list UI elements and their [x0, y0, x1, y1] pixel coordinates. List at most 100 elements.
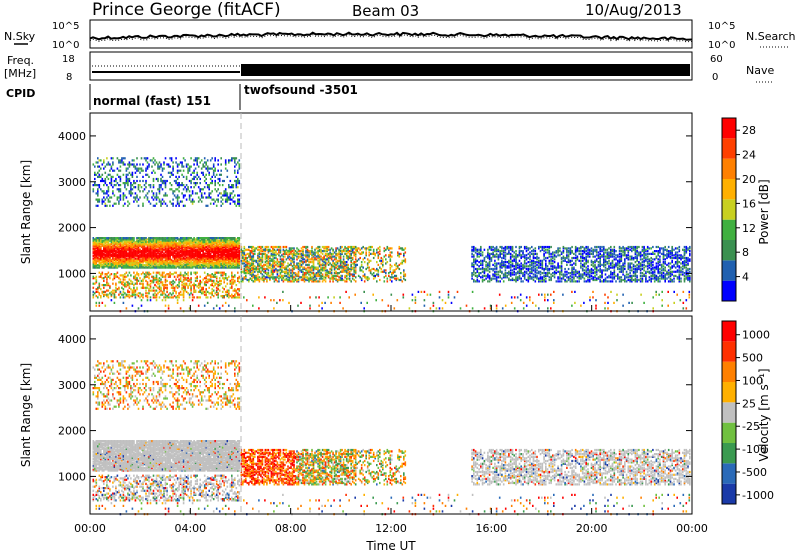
heatmap-cell — [148, 284, 150, 287]
heatmap-cell — [124, 292, 126, 295]
heatmap-cell — [385, 258, 387, 261]
heatmap-cell — [217, 261, 219, 264]
heatmap-cell — [142, 261, 144, 264]
heatmap-cell — [302, 245, 304, 249]
heatmap-cell — [323, 247, 325, 250]
heatmap-cell — [116, 157, 119, 160]
heatmap-cell — [119, 249, 122, 253]
heatmap-cell — [394, 274, 396, 277]
heatmap-cell — [199, 285, 201, 288]
heatmap-cell — [203, 266, 206, 269]
heatmap-cell — [209, 243, 212, 246]
heatmap-cell — [332, 276, 334, 279]
heatmap-cell — [163, 161, 165, 164]
heatmap-cell — [133, 196, 135, 199]
heatmap-cell — [234, 295, 236, 298]
heatmap-cell — [329, 248, 331, 251]
heatmap-cell — [128, 290, 131, 293]
heatmap-cell — [152, 184, 155, 187]
heatmap-cell — [252, 256, 255, 260]
heatmap-cell — [293, 248, 295, 251]
heatmap-cell — [242, 250, 244, 253]
heatmap-cell — [175, 258, 177, 261]
heatmap-cell — [251, 266, 253, 269]
heatmap-cell — [122, 198, 125, 201]
heatmap-cell — [116, 258, 119, 261]
heatmap-cell — [369, 252, 372, 255]
heatmap-cell — [134, 196, 137, 199]
heatmap-cell — [112, 186, 114, 189]
heatmap-cell — [152, 251, 155, 254]
heatmap-cell — [130, 194, 132, 197]
heatmap-cell — [115, 273, 117, 276]
heatmap-cell — [203, 261, 206, 264]
heatmap-cell — [166, 243, 168, 246]
heatmap-cell — [133, 262, 135, 265]
heatmap-cell — [218, 243, 221, 246]
heatmap-cell — [172, 167, 174, 170]
heatmap-cell — [246, 278, 249, 282]
heatmap-cell — [324, 277, 327, 280]
heatmap-cell — [485, 267, 487, 271]
heatmap-cell — [187, 257, 189, 260]
heatmap-cell — [164, 238, 167, 241]
heatmap-cell — [293, 247, 295, 250]
heatmap-cell — [312, 272, 315, 275]
heatmap-cell — [148, 266, 150, 269]
heatmap-cell — [95, 295, 98, 298]
heatmap-cell — [181, 251, 183, 254]
heatmap-cell — [208, 258, 210, 261]
heatmap-cell — [326, 273, 328, 276]
heatmap-cell — [324, 254, 327, 257]
heatmap-cell — [157, 243, 159, 246]
heatmap-cell — [122, 265, 125, 268]
heatmap-cell — [157, 163, 159, 166]
heatmap-cell — [306, 263, 309, 266]
heatmap-cell — [333, 269, 336, 272]
heatmap-cell — [365, 251, 367, 254]
heatmap-cell — [100, 188, 102, 191]
heatmap-cell — [175, 196, 177, 199]
heatmap-cell — [297, 277, 300, 280]
heatmap-cell — [363, 274, 366, 277]
heatmap-cell — [302, 267, 304, 271]
heatmap-cell — [158, 290, 161, 293]
heatmap-cell — [330, 247, 333, 250]
heatmap-cell — [152, 248, 155, 251]
heatmap-cell — [345, 269, 348, 272]
heatmap-cell — [329, 272, 331, 275]
heatmap-cell — [229, 243, 232, 246]
heatmap-cell — [327, 274, 330, 277]
heatmap-cell — [184, 194, 186, 197]
date-title: 10/Aug/2013 — [585, 1, 682, 19]
heatmap-cell — [220, 238, 222, 241]
heatmap-cell — [98, 262, 101, 265]
heatmap-cell — [238, 167, 241, 170]
heatmap-cell — [157, 292, 159, 295]
heatmap-cell — [127, 184, 129, 187]
heatmap-cell — [164, 284, 167, 287]
heatmap-cell — [481, 267, 484, 271]
heatmap-cell — [305, 261, 307, 264]
heatmap-cell — [209, 257, 212, 260]
heatmap-cell — [211, 279, 213, 282]
heatmap-cell — [341, 274, 343, 277]
heatmap-cell — [197, 248, 200, 251]
heatmap-cell — [269, 255, 271, 258]
heatmap-cell — [139, 248, 141, 251]
heatmap-cell — [100, 275, 102, 278]
heatmap-cell — [176, 284, 179, 287]
heatmap-cell — [488, 267, 491, 271]
heatmap-cell — [133, 261, 135, 264]
heatmap-cell — [175, 248, 177, 251]
heatmap-cell — [254, 277, 256, 280]
heatmap-cell — [291, 247, 294, 250]
heatmap-cell — [125, 252, 128, 255]
heatmap-cell — [485, 261, 487, 264]
heatmap-cell — [161, 249, 164, 253]
heatmap-cell — [205, 277, 207, 280]
heatmap-cell — [196, 248, 198, 251]
heatmap-cell — [235, 261, 238, 264]
heatmap-cell — [199, 252, 201, 255]
heatmap-cell — [212, 258, 215, 261]
